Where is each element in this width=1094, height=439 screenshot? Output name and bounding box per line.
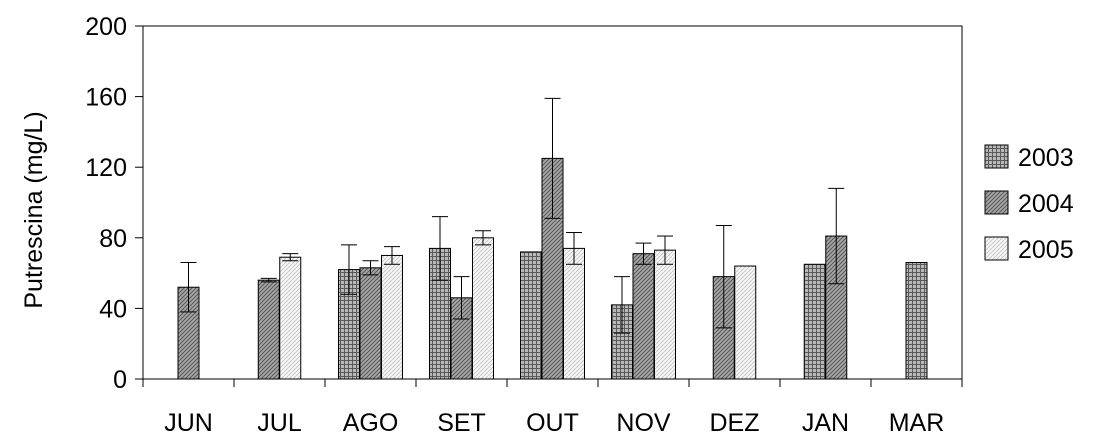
legend-swatch-2005 [984,236,1009,261]
bar-2004 [632,253,655,380]
legend-label-2003: 2003 [1018,144,1074,172]
x-tick-label: JAN [802,409,849,437]
x-tick-label: OUT [526,409,579,437]
x-tick-label: NOV [616,409,671,437]
y-tick-labels: 0 40 80 120 160 200 [85,13,127,394]
y-tick-label: 80 [99,225,127,253]
x-tick-label: AGO [343,409,399,437]
bar-2003 [520,251,542,380]
x-tick-label: JUN [164,409,213,437]
bar-2005 [654,249,676,380]
x-tick-label: DEZ [710,409,760,437]
y-tick-label: 0 [113,366,127,394]
y-tick-label: 160 [85,84,127,112]
x-tick-label: SET [437,409,486,437]
y-axis-label: Putrescina (mg/L) [20,111,48,308]
legend-swatch-2004 [984,190,1009,215]
legend-label-2005: 2005 [1018,236,1074,264]
x-tick-labels: JUN JUL AGO SET OUT NOV DEZ JAN MAR [164,409,944,437]
bar-2003 [905,262,928,380]
x-tick-label: MAR [889,409,945,437]
x-tick-label: JUL [257,409,302,437]
y-tick-label: 120 [85,154,127,182]
bar-2005 [279,256,302,380]
y-tick-label: 200 [85,13,127,41]
bar-2004 [359,267,382,380]
legend-swatch-2003 [984,144,1009,169]
legend: 2003 2004 2005 [984,144,1074,264]
bar-2004 [257,279,280,380]
bar-2005 [734,265,757,380]
bar-2005 [381,254,403,380]
error-bars [180,97,845,334]
legend-label-2004: 2004 [1018,190,1074,218]
bar-2005 [563,247,585,380]
y-tick-label: 40 [99,295,127,323]
bar-2003 [803,263,826,380]
bar-2005 [472,237,494,380]
